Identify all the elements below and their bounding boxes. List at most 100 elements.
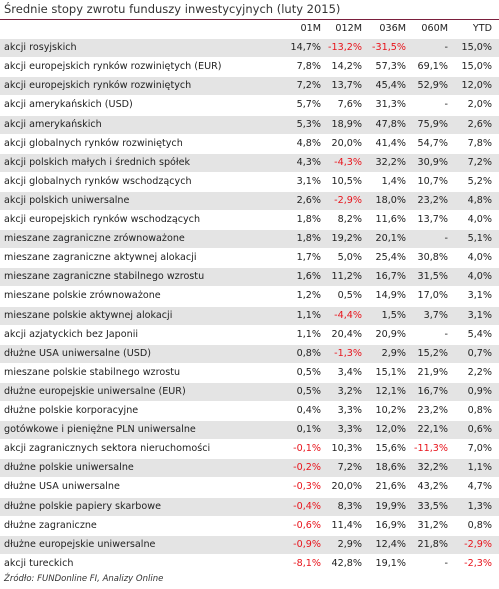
row-label: akcji rosyjskich <box>4 42 77 54</box>
value-cell: 33,5% <box>417 500 448 512</box>
value-cell: 2,6% <box>467 118 492 130</box>
value-cell: 7,8% <box>296 61 321 73</box>
value-cell: 1,3% <box>467 500 492 512</box>
row-label: akcji amerykańskich (USD) <box>4 99 133 111</box>
value-cell: -31,5% <box>372 42 406 54</box>
value-cell: 19,2% <box>331 233 362 245</box>
table-row: mieszane zagraniczne zrównoważone 1,8% 19,… <box>0 230 499 250</box>
value-cell: 25,4% <box>375 252 406 264</box>
value-cell: 5,0% <box>337 252 362 264</box>
value-cell: 41,4% <box>375 137 406 149</box>
value-cell: -0,1% <box>293 443 321 455</box>
value-cell: 1,1% <box>296 328 321 340</box>
value-cell: 8,3% <box>337 500 362 512</box>
value-cell: 1,1% <box>467 462 492 474</box>
table-row: mieszane polskie stabilnego wzrostu 0,5% 3… <box>0 364 499 383</box>
table-row: akcji zagranicznych sektora nieruchomośc… <box>0 440 499 460</box>
value-cell: 10,3% <box>331 443 362 455</box>
value-cell: 3,3% <box>337 424 362 436</box>
table-row: akcji europejskich rynków wschodzących 1,… <box>0 211 499 231</box>
value-cell: 1,2% <box>296 290 321 302</box>
value-cell: 69,1% <box>417 61 448 73</box>
value-cell: 4,8% <box>467 194 492 206</box>
value-cell: 2,2% <box>467 366 492 378</box>
value-cell: 7,8% <box>467 137 492 149</box>
value-cell: 4,3% <box>296 156 321 168</box>
value-cell: 1,6% <box>296 271 321 283</box>
value-cell: 14,9% <box>375 290 406 302</box>
value-cell: 7,0% <box>467 443 492 455</box>
value-cell: 3,2% <box>337 385 362 397</box>
table-row: akcji europejskich rynków rozwiniętych (… <box>0 58 499 78</box>
value-cell: 17,0% <box>417 290 448 302</box>
value-cell: 45,4% <box>375 80 406 92</box>
value-cell: 12,0% <box>375 424 406 436</box>
value-cell: 11,4% <box>331 519 362 531</box>
value-cell: 0,5% <box>296 366 321 378</box>
value-cell: 4,0% <box>467 271 492 283</box>
value-cell: 0,7% <box>467 347 492 359</box>
value-cell: -0,4% <box>293 500 321 512</box>
value-cell: 4,7% <box>467 481 492 493</box>
header-cell: 036M <box>379 23 406 34</box>
value-cell: 21,8% <box>417 538 448 550</box>
table-row: dłużne europejskie uniwersalne (EUR) 0,5%… <box>0 382 499 402</box>
value-cell: 21,6% <box>375 481 406 493</box>
value-cell: 7,2% <box>467 156 492 168</box>
row-label: dłużne europejskie uniwersalne (EUR) <box>4 385 186 397</box>
value-cell: 1,1% <box>296 309 321 321</box>
value-cell: 0,9% <box>467 385 492 397</box>
value-cell: -13,2% <box>328 42 362 54</box>
value-cell: 21,9% <box>417 366 448 378</box>
value-cell: 31,5% <box>417 271 448 283</box>
value-cell: 47,8% <box>375 118 406 130</box>
value-cell: 15,0% <box>461 42 492 54</box>
value-cell: 57,3% <box>375 61 406 73</box>
value-cell: 23,2% <box>417 405 448 416</box>
row-label: dłużne polskie uniwersalne <box>4 462 134 474</box>
value-cell: -0,9% <box>293 538 321 550</box>
value-cell: 75,9% <box>417 118 448 130</box>
value-cell: -4,4% <box>334 309 362 321</box>
table-row: mieszane zagraniczne stabilnego wzrostu 1… <box>0 268 499 288</box>
row-label: dłużne europejskie uniwersalne <box>4 538 156 550</box>
value-cell: -11,3% <box>414 443 448 455</box>
value-cell: 20,4% <box>331 328 362 340</box>
row-label: akcji amerykańskich <box>4 118 102 130</box>
row-label: mieszane zagraniczne aktywnej alokacji <box>4 252 197 264</box>
value-cell: 1,8% <box>296 214 321 225</box>
value-cell: 15,6% <box>375 443 406 455</box>
row-label: akcji polskich małych i średnich spółek <box>4 156 191 168</box>
source: Źródło: FUNDonline FI, Analizy Online <box>4 574 164 584</box>
value-cell: 0,5% <box>296 385 321 397</box>
table-row: akcji azjatyckich bez Japonii 1,1% 20,4% 20… <box>0 326 499 345</box>
row-label: dłużne USA uniwersalne (USD) <box>4 347 151 359</box>
header-cell: 012M <box>335 23 362 34</box>
value-cell: 20,0% <box>331 481 362 493</box>
value-cell: 0,8% <box>296 347 321 359</box>
header-row: 01M 012M 036M 060M YTD <box>0 20 499 40</box>
value-cell: 11,6% <box>375 214 406 225</box>
row-label: akcji azjatyckich bez Japonii <box>4 328 139 340</box>
value-cell: 3,1% <box>467 309 492 321</box>
value-cell: 20,9% <box>375 328 406 340</box>
value-cell: 30,9% <box>417 156 448 168</box>
row-label: akcji tureckich <box>4 557 74 569</box>
value-cell: 23,2% <box>417 194 448 206</box>
value-cell: 15,2% <box>417 347 448 359</box>
value-cell: 3,4% <box>337 366 362 378</box>
row-label: mieszane polskie stabilnego wzrostu <box>4 366 181 378</box>
row-label: akcji europejskich rynków wschodzących <box>4 214 201 225</box>
value-cell: 14,2% <box>331 61 362 73</box>
value-cell: 0,8% <box>467 519 492 531</box>
table-row: dłużne polskie papiery skarbowe -0,4% 8,3%… <box>0 497 499 517</box>
value-cell: -0,3% <box>293 481 321 493</box>
value-cell: -2,9% <box>464 538 492 550</box>
value-cell: 43,2% <box>417 481 448 493</box>
table-row: mieszane polskie aktywnej alokacji 1,1% -4… <box>0 306 499 326</box>
value-cell: 14,7% <box>290 42 321 54</box>
row-label: dłużne USA uniwersalne <box>4 481 120 493</box>
row-label: akcji globalnych rynków rozwiniętych <box>4 137 183 149</box>
value-cell: -0,6% <box>293 519 321 531</box>
